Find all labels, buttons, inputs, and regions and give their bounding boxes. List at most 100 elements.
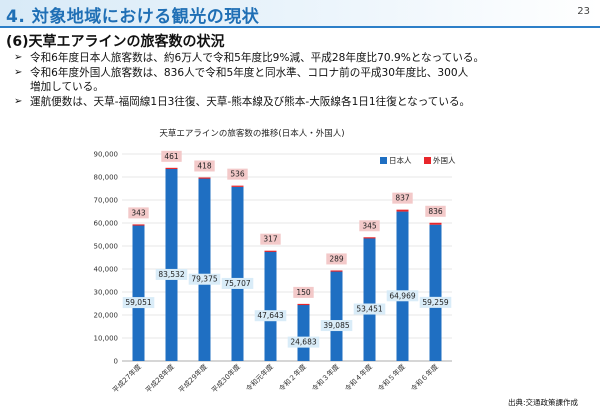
legend-swatch-japanese — [380, 157, 387, 164]
data-label-japanese: 79,375 — [191, 275, 217, 284]
data-labels: 59,051 343 83,532 461 79,375 418 75,707 536 47,6… — [122, 150, 452, 348]
bar-japanese — [396, 211, 409, 361]
x-tick-label: 平成27年度 — [110, 362, 142, 394]
x-tick-label: 令和４年度 — [343, 362, 374, 393]
arrow-bullet-icon: ➢ — [14, 52, 23, 63]
data-label-foreign: 418 — [197, 161, 212, 170]
label-bg-japanese — [254, 310, 287, 322]
y-tick-label: 70,000 — [94, 197, 119, 205]
x-tick-label: 令和３年度 — [310, 362, 341, 393]
arrow-bullet-icon: ➢ — [14, 95, 23, 107]
data-label-foreign: 536 — [230, 170, 245, 179]
bullet-text: 令和6年度外国人旅客数は、836人で令和5年度と同水準、コロナ前の平成30年度比… — [30, 66, 469, 79]
label-bg-foreign — [161, 150, 182, 162]
y-tick-label: 90,000 — [94, 151, 119, 159]
header-divider — [0, 26, 600, 28]
x-tick-label: 平成29年度 — [176, 362, 208, 394]
bullet-item: ➢ 令和6年度外国人旅客数は、836人で令和5年度と同水準、コロナ前の平成30年度… — [10, 66, 595, 81]
chart-title: 天草エアラインの旅客数の推移(日本人・外国人) — [159, 128, 344, 139]
bullet-text: 増加している。 — [30, 81, 104, 93]
label-bg-japanese — [419, 296, 452, 308]
data-label-japanese: 59,051 — [125, 298, 151, 307]
data-label-japanese: 83,532 — [158, 270, 184, 279]
y-tick-label: 50,000 — [94, 243, 119, 251]
bullet-list: ➢ 令和6年度日本人旅客数は、約6万人で令和5年度比9%減、平成28年度比70.9… — [10, 51, 595, 109]
bar-japanese — [198, 178, 211, 361]
x-tick-label: 令和２年度 — [277, 362, 308, 393]
bar-foreign — [264, 250, 277, 252]
y-axis-ticks: 0 10,000 20,000 30,000 40,000 50,000 60,000 70,… — [94, 151, 119, 366]
data-label-japanese: 47,643 — [257, 311, 283, 320]
data-label-foreign: 461 — [164, 152, 179, 161]
label-bg-japanese — [320, 320, 353, 332]
label-bg-japanese — [221, 277, 254, 289]
bar-japanese — [132, 225, 145, 361]
label-bg-foreign — [425, 205, 446, 217]
bullet-continuation: 増加している。 — [10, 80, 595, 95]
data-label-japanese: 53,451 — [356, 305, 382, 314]
label-bg-foreign — [392, 192, 413, 204]
bar-japanese — [429, 224, 442, 361]
bar-foreign — [363, 237, 376, 239]
y-tick-label: 20,000 — [94, 312, 119, 320]
data-label-foreign: 150 — [296, 288, 311, 297]
label-bg-japanese — [188, 273, 221, 285]
bar-foreign — [396, 209, 409, 212]
y-tick-label: 10,000 — [94, 335, 119, 343]
data-label-foreign: 289 — [329, 254, 344, 263]
label-bg-japanese — [155, 268, 188, 280]
passenger-chart: 天草エアラインの旅客数の推移(日本人・外国人) 0 10,000 20,000 30,… — [82, 128, 462, 398]
y-tick-label: 80,000 — [94, 174, 119, 182]
label-bg-foreign — [227, 168, 248, 180]
bar-japanese — [165, 168, 178, 361]
chart-svg: 天草エアラインの旅客数の推移(日本人・外国人) 0 10,000 20,000 30,… — [94, 128, 456, 395]
label-bg-foreign — [359, 220, 380, 232]
bar-foreign — [132, 224, 145, 226]
section-title: (6)天草エアラインの旅客数の状況 — [6, 34, 225, 50]
label-bg-foreign — [194, 160, 215, 172]
data-label-japanese: 39,085 — [323, 321, 349, 330]
bar-foreign — [198, 177, 211, 179]
data-label-foreign: 343 — [131, 208, 146, 217]
x-tick-label: 平成28年度 — [143, 362, 175, 394]
data-label-japanese: 75,707 — [224, 279, 250, 288]
bar-japanese — [330, 271, 343, 361]
legend: 日本人 外国人 — [380, 155, 456, 165]
bar-japanese — [363, 238, 376, 361]
y-tick-label: 40,000 — [94, 266, 119, 274]
legend-label: 外国人 — [433, 155, 456, 165]
data-label-foreign: 317 — [263, 235, 278, 244]
bar-foreign — [429, 222, 442, 225]
label-bg-japanese — [122, 297, 155, 309]
bar-japanese — [297, 304, 310, 361]
x-tick-label: 令和元年度 — [244, 362, 275, 393]
x-tick-label: 令和５年度 — [376, 362, 407, 393]
label-bg-japanese — [287, 336, 320, 348]
data-label-foreign: 345 — [362, 221, 377, 230]
page-number: 23 — [577, 6, 590, 17]
bar-foreign — [165, 167, 178, 170]
data-label-japanese: 24,683 — [290, 338, 316, 347]
y-tick-label: 0 — [114, 358, 118, 366]
label-bg-japanese — [353, 303, 386, 315]
bar-japanese — [264, 251, 277, 361]
legend-label: 日本人 — [389, 155, 412, 165]
page-title: 4. 対象地域における観光の現状 — [6, 7, 260, 27]
label-bg-foreign — [326, 253, 347, 265]
label-bg-foreign — [293, 286, 314, 298]
bullet-text: 運航便数は、天草-福岡線1日3往復、天草-熊本線及び熊本-大阪線各1日1往復とな… — [30, 95, 471, 108]
bar-foreign — [330, 270, 343, 272]
data-label-foreign: 836 — [428, 207, 443, 216]
header-band — [0, 0, 600, 26]
x-axis-ticks: 平成27年度 平成28年度 平成29年度 平成30年度 令和元年度 令和２年度 令和３年度令… — [110, 362, 439, 394]
bar-foreign — [231, 185, 244, 187]
arrow-bullet-icon: ➢ — [14, 66, 23, 78]
data-label-foreign: 837 — [395, 194, 410, 203]
bars — [132, 167, 442, 361]
label-bg-foreign — [128, 207, 149, 219]
data-label-japanese: 59,259 — [422, 298, 448, 307]
legend-swatch-foreign — [424, 157, 431, 164]
x-tick-label: 令和６年度 — [409, 362, 440, 393]
bullet-item: ➢ 運航便数は、天草-福岡線1日3往復、天草-熊本線及び熊本-大阪線各1日1往復と… — [10, 95, 595, 110]
bullet-item: ➢ 令和6年度日本人旅客数は、約6万人で令和5年度比9%減、平成28年度比70.9… — [10, 51, 595, 66]
